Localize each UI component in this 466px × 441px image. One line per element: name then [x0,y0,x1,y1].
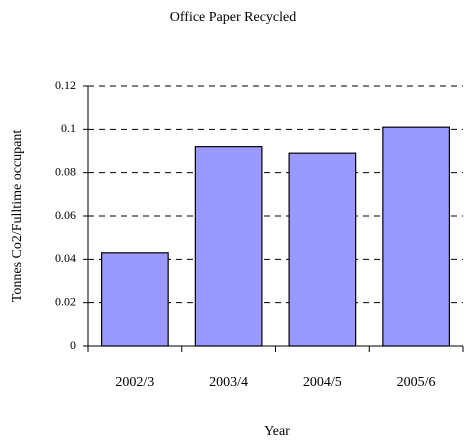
bar [194,146,263,347]
y-tick-label: 0.1 [61,121,76,135]
x-tick-label: 2003/4 [209,375,248,390]
x-tick-label: 2004/5 [303,375,342,390]
bar [288,152,357,347]
y-tick-label: 0.06 [55,208,76,222]
y-tick-label: 0.02 [55,294,76,308]
chart-title: Office Paper Recycled [170,10,296,25]
y-tick-label: 0.04 [55,251,76,265]
y-tick-label: 0.08 [55,164,76,178]
x-tick-label: 2005/6 [397,375,436,390]
x-tick-label: 2002/3 [115,375,154,390]
x-axis-label: Year [264,424,290,439]
bar [382,126,451,347]
y-axis-label: Tonnes Co2/Fulltime occupant [10,130,25,303]
y-tick-label: 0 [70,338,76,352]
y-tick-label: 0.12 [55,78,76,92]
bar [100,252,169,347]
